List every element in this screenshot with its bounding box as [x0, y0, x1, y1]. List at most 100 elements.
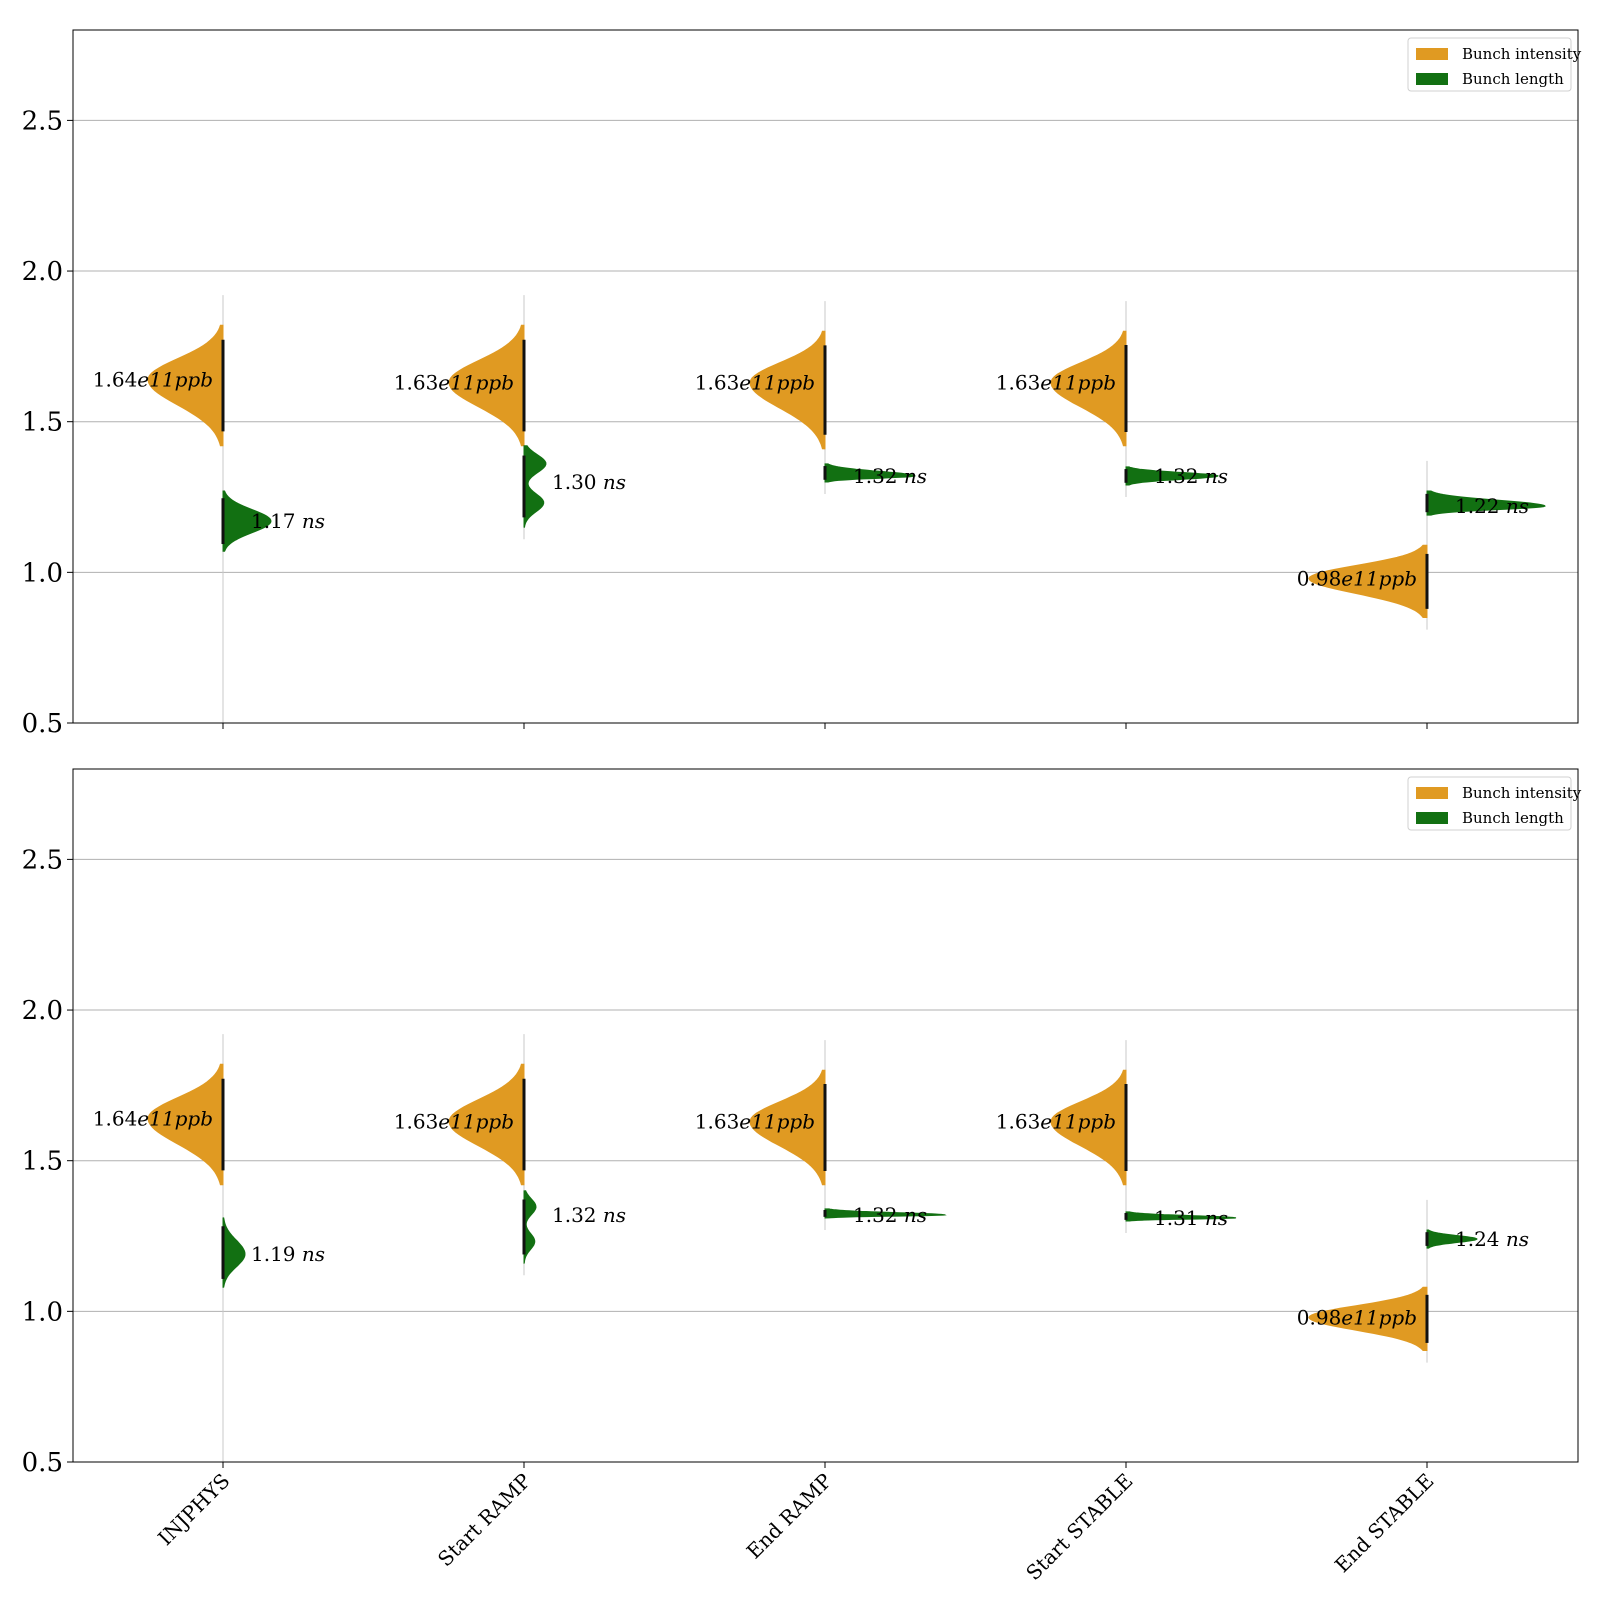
intensity-annotation: 0.98e11ppb [1297, 1305, 1417, 1329]
annotation-value: 1.30 [552, 470, 597, 494]
annotation-value: 1.17 [251, 509, 296, 533]
y-tick-label: 2.5 [22, 106, 63, 136]
length-violin-end-ramp [824, 463, 916, 483]
intensity-violin-injphys [147, 324, 224, 447]
intensity-violin-start-ramp [448, 324, 525, 447]
annotation-unit: ns [302, 1242, 325, 1266]
legend-swatch [1416, 73, 1448, 85]
intensity-annotation: 0.98e11ppb [1297, 566, 1417, 590]
length-annotation: 1.31 ns [1154, 1206, 1228, 1230]
length-annotation: 1.32 ns [853, 464, 927, 488]
annotation-unit: e11ppb [1341, 1305, 1417, 1329]
intensity-annotation: 1.64e11ppb [93, 368, 213, 392]
x-tick-label: Start RAMP [433, 1469, 536, 1572]
annotation-value: 1.64 [93, 1107, 138, 1131]
intensity-annotation: 1.63e11ppb [394, 1110, 514, 1134]
intensity-annotation: 1.63e11ppb [996, 1110, 1116, 1134]
chart-panel-1: 0.51.01.52.02.51.64e11ppb 1.63e11ppb 1.63e… [22, 29, 1582, 739]
length-annotation: 1.17 ns [251, 509, 325, 533]
y-tick-label: 2.5 [22, 845, 63, 875]
length-annotation: 1.32 ns [853, 1203, 927, 1227]
annotation-value: 1.64 [93, 368, 138, 392]
length-violin-end-stable [1426, 1229, 1478, 1249]
legend: Bunch intensity Bunch length [1407, 776, 1582, 831]
y-tick-label: 1.0 [22, 558, 63, 588]
legend-label: Bunch intensity [1462, 45, 1582, 63]
annotation-value: 1.32 [1154, 464, 1199, 488]
legend-swatch [1416, 787, 1448, 799]
y-tick-label: 2.0 [22, 257, 63, 287]
annotation-unit: ns [1506, 1227, 1529, 1251]
length-annotation: 1.22 ns [1455, 494, 1529, 518]
legend-swatch [1416, 48, 1448, 60]
intensity-annotation: 1.63e11ppb [394, 371, 514, 395]
annotation-unit: e11ppb [137, 1107, 213, 1131]
annotation-value: 1.31 [1154, 1206, 1199, 1230]
legend-label: Bunch length [1462, 809, 1564, 827]
annotation-value: 0.98 [1297, 566, 1342, 590]
annotation-unit: ns [302, 509, 325, 533]
x-tick-label: End STABLE [1330, 1469, 1439, 1578]
length-violin-start-ramp [523, 445, 547, 528]
annotation-value: 1.22 [1455, 494, 1500, 518]
annotation-value: 1.19 [251, 1242, 296, 1266]
annotation-unit: e11ppb [1040, 1110, 1116, 1134]
intensity-annotation: 1.63e11ppb [695, 371, 815, 395]
intensity-annotation: 1.64e11ppb [93, 1107, 213, 1131]
annotation-unit: e11ppb [438, 371, 514, 395]
intensity-violin-injphys [147, 1063, 224, 1186]
intensity-violin-start-ramp [448, 1063, 525, 1186]
chart-panel-2: 0.5 1.0 1.5 2.0 2.5 INJPHYS Start RAMP End RAMP… [22, 768, 1582, 1585]
legend-swatch [1416, 812, 1448, 824]
length-annotation: 1.19 ns [251, 1242, 325, 1266]
annotation-unit: ns [904, 1203, 927, 1227]
length-annotation: 1.32 ns [1154, 464, 1228, 488]
intensity-violin-end-stable [1308, 544, 1428, 619]
length-annotation: 1.30 ns [552, 470, 626, 494]
x-tick-label: INJPHYS [153, 1469, 234, 1550]
annotation-value: 0.98 [1297, 1305, 1342, 1329]
annotation-value: 1.32 [552, 1203, 597, 1227]
annotation-value: 1.63 [996, 1110, 1041, 1134]
intensity-violin-end-ramp [749, 330, 826, 450]
annotation-unit: e11ppb [739, 1110, 815, 1134]
intensity-annotation: 1.63e11ppb [695, 1110, 815, 1134]
annotation-unit: e11ppb [739, 371, 815, 395]
annotation-unit: e11ppb [137, 368, 213, 392]
length-violin-start-ramp [523, 1190, 537, 1264]
legend-label: Bunch intensity [1462, 784, 1582, 802]
y-tick-label: 1.5 [22, 1147, 63, 1177]
intensity-violin-end-ramp [749, 1069, 826, 1186]
legend: Bunch intensity Bunch length [1407, 37, 1582, 92]
plot-frame [72, 768, 1579, 1463]
length-violin-injphys [222, 490, 272, 552]
annotation-value: 1.24 [1455, 1227, 1500, 1251]
annotation-value: 1.63 [996, 371, 1041, 395]
annotation-value: 1.63 [394, 371, 439, 395]
legend-box [1407, 776, 1572, 831]
annotation-value: 1.63 [695, 1110, 740, 1134]
intensity-violin-end-stable [1308, 1286, 1428, 1352]
annotation-unit: e11ppb [438, 1110, 514, 1134]
y-tick-label: 1.0 [22, 1297, 63, 1327]
annotation-unit: ns [1205, 1206, 1228, 1230]
annotation-unit: e11ppb [1040, 371, 1116, 395]
annotation-unit: ns [904, 464, 927, 488]
length-violin-injphys [222, 1217, 246, 1288]
annotation-unit: ns [603, 1203, 626, 1227]
intensity-violin-start-stable [1050, 330, 1127, 447]
annotation-unit: ns [603, 470, 626, 494]
annotation-value: 1.32 [853, 464, 898, 488]
y-tick-label: 1.5 [22, 408, 63, 438]
y-tick-label: 2.0 [22, 996, 63, 1026]
annotation-unit: ns [1205, 464, 1228, 488]
y-tick-label: 0.5 [22, 1448, 63, 1478]
x-tick-label: End RAMP [742, 1469, 837, 1564]
length-annotation: 1.24 ns [1455, 1227, 1529, 1251]
length-violin-end-stable [1426, 490, 1546, 516]
plot-frame [72, 29, 1579, 724]
length-violin-end-ramp [824, 1208, 947, 1219]
x-tick-label: Start STABLE [1021, 1469, 1137, 1585]
annotation-unit: e11ppb [1341, 566, 1417, 590]
